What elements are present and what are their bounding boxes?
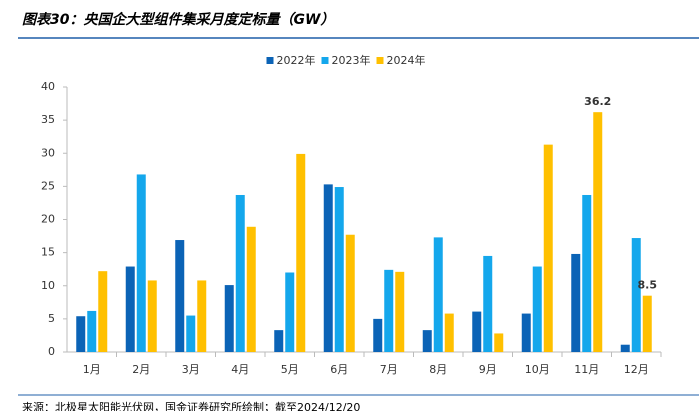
- legend-swatch: [321, 57, 329, 64]
- legend-label: 2024年: [387, 53, 426, 67]
- bar: [136, 174, 146, 352]
- bar: [631, 238, 641, 352]
- y-tick-label: 40: [41, 80, 55, 93]
- y-tick-label: 0: [48, 345, 55, 358]
- data-label: 8.5: [638, 279, 658, 292]
- x-tick-label: 4月: [231, 363, 249, 376]
- bar: [571, 253, 581, 352]
- x-tick-label: 8月: [429, 363, 447, 376]
- x-tick-label: 9月: [479, 363, 497, 376]
- bar: [373, 318, 383, 352]
- data-label: 36.2: [584, 95, 611, 108]
- bar: [87, 310, 97, 352]
- bar: [323, 184, 333, 352]
- bar: [246, 226, 256, 352]
- bar: [98, 271, 108, 352]
- bar: [125, 266, 135, 352]
- x-tick-label: 7月: [380, 363, 398, 376]
- bar: [224, 285, 234, 352]
- bar: [543, 144, 553, 352]
- legend-swatch: [266, 57, 274, 64]
- legend-label: 2023年: [332, 53, 371, 67]
- bar: [285, 272, 295, 352]
- bar: [175, 240, 185, 352]
- y-tick-label: 35: [41, 113, 55, 126]
- x-tick-label: 5月: [281, 363, 299, 376]
- bar: [433, 237, 443, 352]
- bar: [582, 194, 592, 352]
- legend-label: 2022年: [277, 53, 316, 67]
- x-tick-label: 12月: [624, 363, 649, 376]
- bar: [494, 333, 504, 352]
- bar: [384, 269, 394, 352]
- x-tick-label: 3月: [182, 363, 200, 376]
- y-tick-label: 30: [41, 146, 55, 159]
- bar: [296, 153, 306, 352]
- bar: [274, 330, 284, 352]
- bar: [593, 112, 603, 352]
- bar: [334, 187, 344, 352]
- bar: [472, 311, 482, 352]
- y-tick-label: 15: [41, 246, 55, 259]
- bar: [345, 234, 355, 352]
- x-tick-label: 2月: [132, 363, 150, 376]
- bar: [532, 266, 542, 352]
- chart-title: 图表30：央国企大型组件集采月度定标量（GW）: [22, 11, 334, 28]
- bar: [483, 255, 493, 352]
- bar: [422, 330, 432, 352]
- y-tick-label: 25: [41, 179, 55, 192]
- y-tick-label: 20: [41, 213, 55, 226]
- bar: [235, 194, 245, 352]
- bar: [76, 316, 86, 352]
- bar: [642, 295, 652, 352]
- bar: [620, 344, 630, 352]
- bar: [395, 271, 405, 352]
- x-tick-label: 1月: [83, 363, 101, 376]
- bar: [186, 315, 196, 352]
- x-tick-label: 6月: [330, 363, 348, 376]
- bar: [521, 313, 531, 352]
- source-note: 来源：北极星太阳能光伏网，国金证券研究所绘制；截至2024/12/20: [22, 400, 360, 411]
- legend-swatch: [376, 57, 384, 64]
- x-tick-label: 11月: [574, 363, 599, 376]
- y-tick-label: 10: [41, 279, 55, 292]
- bar: [147, 280, 157, 352]
- x-tick-label: 10月: [525, 363, 550, 376]
- y-tick-label: 5: [48, 312, 55, 325]
- bar: [197, 280, 207, 352]
- bar: [444, 313, 454, 352]
